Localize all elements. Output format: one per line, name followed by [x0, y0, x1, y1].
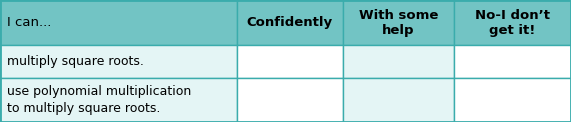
Bar — [454, 0, 571, 45]
Bar — [454, 45, 571, 78]
Bar — [0, 0, 237, 45]
Bar — [343, 45, 454, 78]
Bar — [237, 0, 343, 45]
Bar — [454, 78, 571, 122]
Text: Confidently: Confidently — [247, 16, 333, 29]
Text: With some
help: With some help — [359, 9, 438, 37]
Bar — [237, 45, 343, 78]
Bar — [0, 45, 237, 78]
Bar — [343, 0, 454, 45]
Text: I can...: I can... — [7, 16, 51, 29]
Text: use polynomial multiplication
to multiply square roots.: use polynomial multiplication to multipl… — [7, 85, 191, 115]
Bar — [343, 78, 454, 122]
Bar — [237, 78, 343, 122]
Text: multiply square roots.: multiply square roots. — [7, 55, 144, 68]
Bar — [0, 78, 237, 122]
Text: No-I don’t
get it!: No-I don’t get it! — [475, 9, 550, 37]
